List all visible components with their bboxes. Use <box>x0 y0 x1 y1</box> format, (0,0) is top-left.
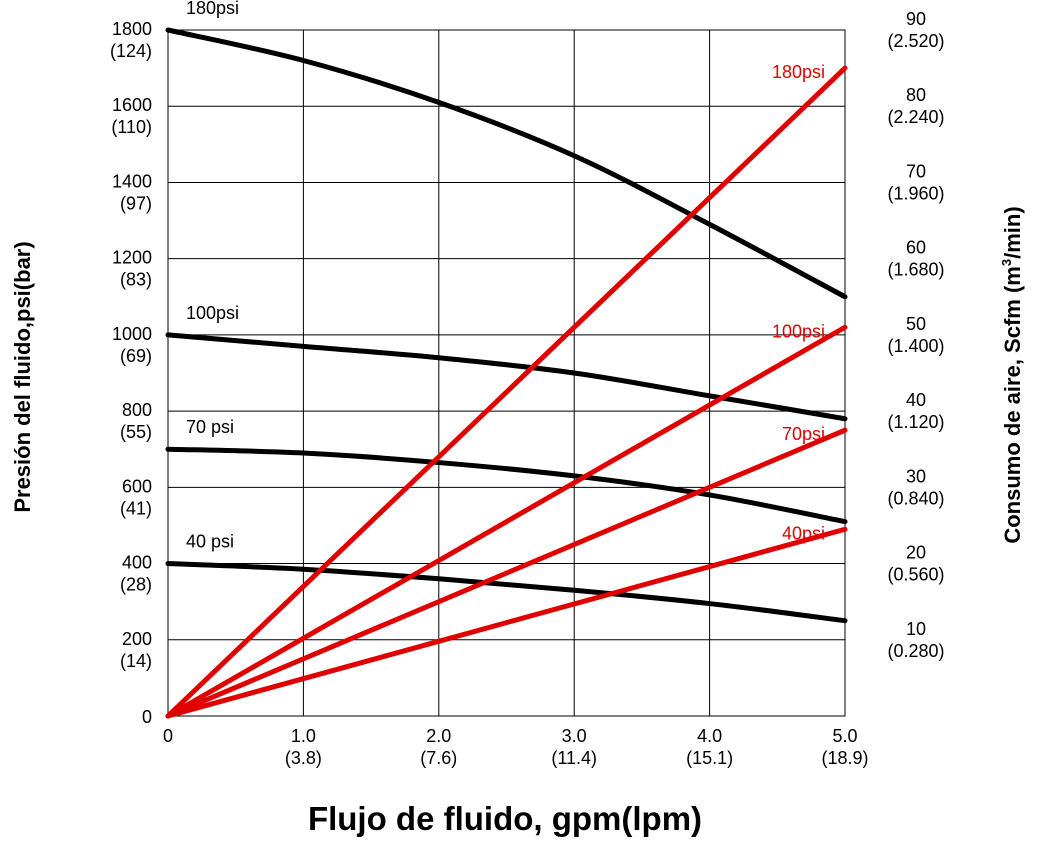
y-right-axis-title-end: /min) <box>1000 206 1025 259</box>
y-right-axis-title: Consumo de aire, Scfm (m3/min) <box>999 206 1025 543</box>
y-right-tick-sublabel: (1.960) <box>887 183 944 203</box>
y-left-tick-label: 1600 <box>112 95 152 115</box>
x-tick-label: 3.0 <box>562 726 587 746</box>
grid <box>167 29 846 717</box>
y-right-tick-label: 90 <box>906 9 926 29</box>
series-line-air-4 <box>165 65 848 719</box>
y-right-tick-sublabel: (1.400) <box>887 336 944 356</box>
y-left-tick-label: 800 <box>122 400 152 420</box>
y-left-tick-label: 1800 <box>112 19 152 39</box>
y-left-tick-sublabel: (55) <box>120 422 152 442</box>
y-right-tick-label: 20 <box>906 543 926 563</box>
y-right-tick-sublabel: (0.840) <box>887 488 944 508</box>
y-right-axis-title-sup: 3 <box>999 259 1014 266</box>
y-right-tick-sublabel: (2.240) <box>887 107 944 127</box>
x-tick-sublabel: (11.4) <box>551 748 597 768</box>
x-tick-sublabel: (15.1) <box>686 748 733 768</box>
series-line-air-5 <box>165 324 848 719</box>
y-left-tick-label: 400 <box>122 553 152 573</box>
y-right-tick-sublabel: (2.520) <box>887 31 944 51</box>
y-left-tick-label: 1200 <box>112 248 152 268</box>
y-left-tick-sublabel: (110) <box>111 117 152 137</box>
series-line-fluid-2 <box>165 446 848 525</box>
y-left-tick-label: 1000 <box>112 324 152 344</box>
series-label-fluid-3: 40 psi <box>186 532 234 552</box>
y-right-tick-label: 30 <box>906 466 926 486</box>
x-tick-label: 5.0 <box>832 726 857 746</box>
y-right-tick-label: 10 <box>906 619 926 639</box>
y-right-tick-sublabel: (0.560) <box>887 565 944 585</box>
y-left-tick-sublabel: (14) <box>120 651 152 671</box>
y-right-tick-label: 60 <box>906 238 926 258</box>
series-line-fluid-3 <box>165 561 848 624</box>
y-left-tick-sublabel: (69) <box>120 346 152 366</box>
y-left-tick-sublabel: (97) <box>120 193 152 213</box>
y-left-tick-label: 1400 <box>112 171 152 191</box>
series-lines <box>165 27 848 719</box>
y-right-tick-sublabel: (1.120) <box>887 412 944 432</box>
y-right-tick-sublabel: (0.280) <box>887 641 944 661</box>
x-tick-sublabel: (7.6) <box>420 748 457 768</box>
series-label-fluid-0: 180psi <box>186 0 239 18</box>
series-line-fluid-1 <box>165 332 848 422</box>
y-left-axis-title: Presión del fluido,psi(bar) <box>10 241 35 512</box>
y-left-tick-sublabel: (41) <box>120 498 152 518</box>
series-line-air-7 <box>165 526 848 719</box>
y-right-axis-title-main: Consumo de aire, Scfm (m <box>1000 266 1025 544</box>
x-tick-label: 1.0 <box>291 726 316 746</box>
y-right-tick-label: 50 <box>906 314 926 334</box>
series-label-air-6: 70psi <box>782 424 825 444</box>
y-left-tick-sublabel: (124) <box>110 41 152 61</box>
series-label-air-4: 180psi <box>772 62 825 82</box>
series-label-air-7: 40psi <box>782 523 825 543</box>
series-line-fluid-0 <box>165 27 848 300</box>
x-tick-label: 2.0 <box>426 726 451 746</box>
y-right-tick-labels: 10(0.280)20(0.560)30(0.840)40(1.120)50(1… <box>887 9 944 661</box>
series-label-air-5: 100psi <box>772 321 825 341</box>
plot-frame <box>167 29 846 717</box>
series-line-air-6 <box>165 427 848 719</box>
y-left-tick-label: 600 <box>122 476 152 496</box>
y-left-tick-labels: 0 200(14) 400(28) 600(41) 800(55) 1000(69) 120… <box>110 19 152 727</box>
y-right-tick-label: 40 <box>906 390 926 410</box>
y-left-tick-sublabel: (28) <box>120 575 152 595</box>
series-label-fluid-1: 100psi <box>186 303 239 323</box>
x-tick-label: 0 <box>163 726 173 746</box>
series-labels: 180psi 100psi 70 psi 40 psi 180psi 100psi 70ps… <box>186 0 825 552</box>
y-right-tick-label: 80 <box>906 85 926 105</box>
x-axis-title: Flujo de fluido, gpm(lpm) <box>308 800 702 837</box>
series-label-fluid-2: 70 psi <box>186 417 234 437</box>
x-tick-sublabel: (3.8) <box>285 748 322 768</box>
y-right-tick-sublabel: (1.680) <box>887 260 944 280</box>
y-left-tick-label: 200 <box>122 629 152 649</box>
y-right-tick-label: 70 <box>906 161 926 181</box>
x-tick-labels: 0 1.0(3.8) 2.0(7.6) 3.0(11.4) 4.0(15.1) 5.0(1… <box>163 726 869 768</box>
x-tick-label: 4.0 <box>697 726 722 746</box>
y-left-tick-label: 0 <box>142 707 152 727</box>
x-tick-sublabel: (18.9) <box>821 748 868 768</box>
y-left-tick-sublabel: (83) <box>120 270 152 290</box>
